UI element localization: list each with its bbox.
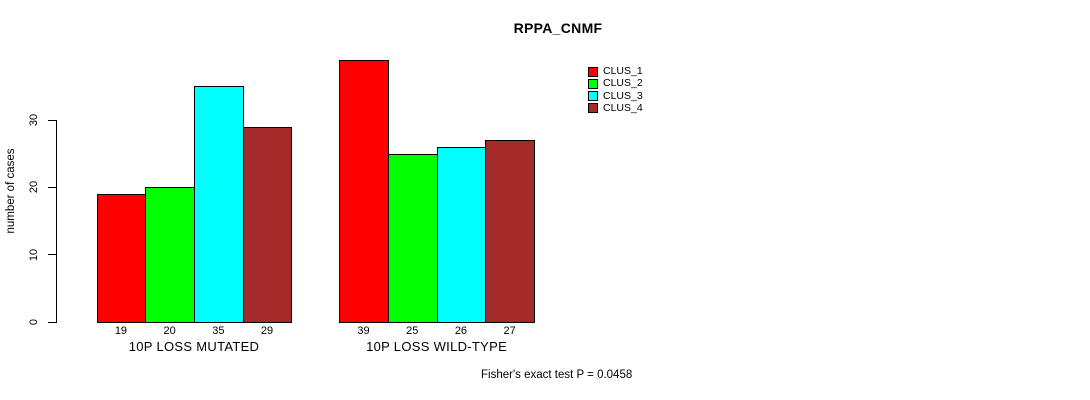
legend-label-clus_4: CLUS_4 — [603, 101, 643, 114]
bar-clus_3-group1 — [194, 86, 244, 323]
legend-swatch-clus_1 — [588, 66, 598, 77]
bar-clus_4-group2 — [485, 140, 535, 323]
bar-clus_2-group2 — [387, 153, 438, 323]
bar-value-label: 26 — [454, 324, 468, 337]
bar-clus_1-group1 — [96, 194, 147, 323]
y-axis-tick — [48, 254, 56, 256]
y-axis-tick — [48, 321, 56, 323]
x-group-label: 10P LOSS MUTATED — [128, 338, 260, 354]
legend-label-clus_2: CLUS_2 — [603, 77, 643, 90]
x-group-label: 10P LOSS WILD-TYPE — [366, 338, 508, 354]
y-axis-tick-label: 0 — [28, 318, 40, 326]
y-axis-tick — [48, 186, 56, 188]
bar-clus_3-group2 — [436, 147, 487, 323]
legend-swatch-clus_2 — [588, 78, 598, 89]
bar-value-label: 20 — [163, 324, 176, 337]
y-axis-line — [56, 120, 57, 323]
bar-value-label: 29 — [260, 324, 274, 337]
legend-swatch-clus_3 — [588, 91, 598, 102]
y-axis-label: number of cases — [5, 148, 17, 234]
bar-value-label: 27 — [503, 324, 516, 337]
y-axis-tick-label: 10 — [28, 248, 40, 261]
bar-clus_4-group1 — [242, 126, 293, 323]
bar-clus_1-group2 — [339, 59, 389, 323]
legend-swatch-clus_4 — [588, 103, 598, 114]
fisher-test-note: Fisher's exact test P = 0.0458 — [481, 369, 633, 381]
y-axis-tick-label: 20 — [28, 181, 40, 194]
legend-label-clus_3: CLUS_3 — [603, 89, 643, 102]
legend-label-clus_1: CLUS_1 — [603, 65, 643, 77]
bar-value-label: 35 — [212, 324, 225, 337]
bar-value-label: 39 — [357, 324, 370, 337]
y-axis-tick-label: 30 — [28, 113, 40, 127]
bar-clus_2-group1 — [145, 187, 195, 323]
bar-value-label: 19 — [114, 324, 128, 337]
bar-value-label: 25 — [406, 324, 419, 337]
y-axis-tick — [48, 119, 56, 121]
chart-title: RPPA_CNMF — [513, 20, 603, 36]
